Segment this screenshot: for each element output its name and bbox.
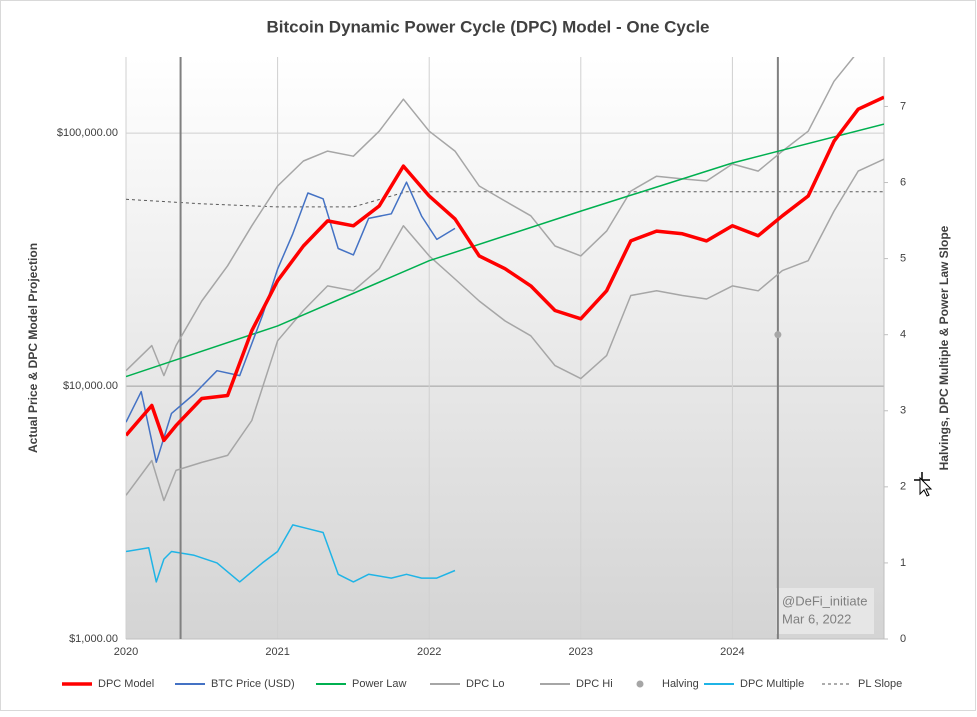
legend-label: DPC Multiple xyxy=(740,678,804,690)
y2-tick-label: 1 xyxy=(900,557,906,569)
y2-tick-label: 4 xyxy=(900,329,906,341)
y2-tick-label: 0 xyxy=(900,633,906,645)
plot-area xyxy=(126,57,884,639)
y2-tick-label: 2 xyxy=(900,481,906,493)
series-line xyxy=(126,95,884,443)
x-tick-label: 2020 xyxy=(114,646,138,658)
legend-label: Power Law xyxy=(352,678,406,690)
series-line xyxy=(126,181,456,463)
y-tick-label: $1,000.00 xyxy=(69,633,118,645)
x-tick-label: 2022 xyxy=(417,646,441,658)
legend-label: DPC Hi xyxy=(576,678,613,690)
series-line xyxy=(126,524,456,583)
x-tick-label: 2023 xyxy=(569,646,593,658)
y2-axis-title: Halvings, DPC Multiple & Power Law Slope xyxy=(937,225,951,470)
y2-tick-label: 6 xyxy=(900,176,906,188)
series-line xyxy=(126,158,884,502)
x-tick-label: 2024 xyxy=(720,646,744,658)
legend-label: BTC Price (USD) xyxy=(211,678,295,690)
y-axis-title: Actual Price & DPC Model Projection xyxy=(26,243,40,453)
annotation: @DeFi_initiate xyxy=(782,593,867,608)
series-line xyxy=(126,57,855,377)
series-line xyxy=(126,123,884,378)
y2-tick-label: 3 xyxy=(900,405,906,417)
plot xyxy=(126,57,884,639)
legend-label: DPC Lo xyxy=(466,678,505,690)
y2-tick-label: 5 xyxy=(900,253,906,265)
y-tick-label: $10,000.00 xyxy=(63,380,118,392)
annotation-box xyxy=(776,588,874,634)
legend-label: PL Slope xyxy=(858,678,902,690)
y-tick-label: $100,000.00 xyxy=(57,127,118,139)
legend-marker xyxy=(636,680,644,688)
halving-marker xyxy=(774,331,782,339)
cursor xyxy=(914,472,933,497)
x-tick-label: 2021 xyxy=(265,646,289,658)
series-line xyxy=(126,191,884,208)
chart-title: Bitcoin Dynamic Power Cycle (DPC) Model … xyxy=(266,17,709,36)
legend-label: Halving xyxy=(662,678,699,690)
annotation: Mar 6, 2022 xyxy=(782,611,851,626)
legend-label: DPC Model xyxy=(98,678,154,690)
y2-tick-label: 7 xyxy=(900,100,906,112)
